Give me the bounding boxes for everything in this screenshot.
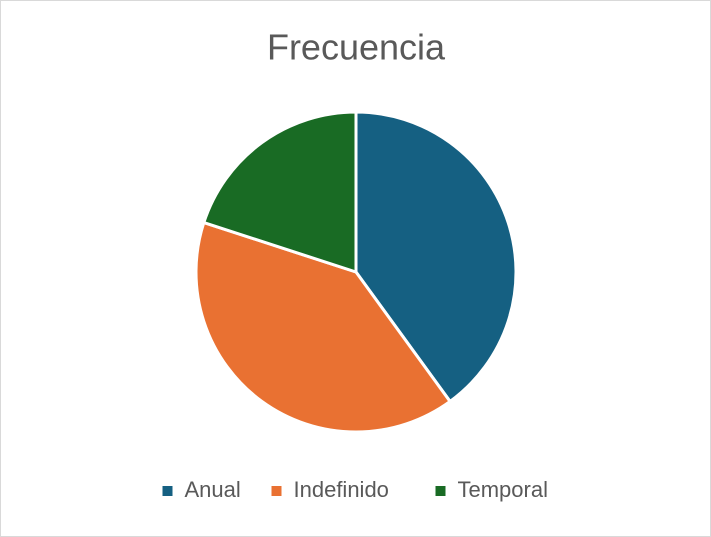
legend-label: Indefinido (294, 477, 389, 502)
legend-label: Anual (185, 477, 241, 502)
legend-swatch (162, 486, 173, 496)
chart-title: Frecuencia (267, 27, 446, 68)
legend-swatch (271, 486, 282, 496)
pie-slice (194, 220, 453, 434)
pie-slice (201, 110, 358, 275)
pie-slice (354, 110, 518, 404)
legend-label: Temporal (458, 477, 548, 502)
legend-swatch (435, 486, 446, 496)
